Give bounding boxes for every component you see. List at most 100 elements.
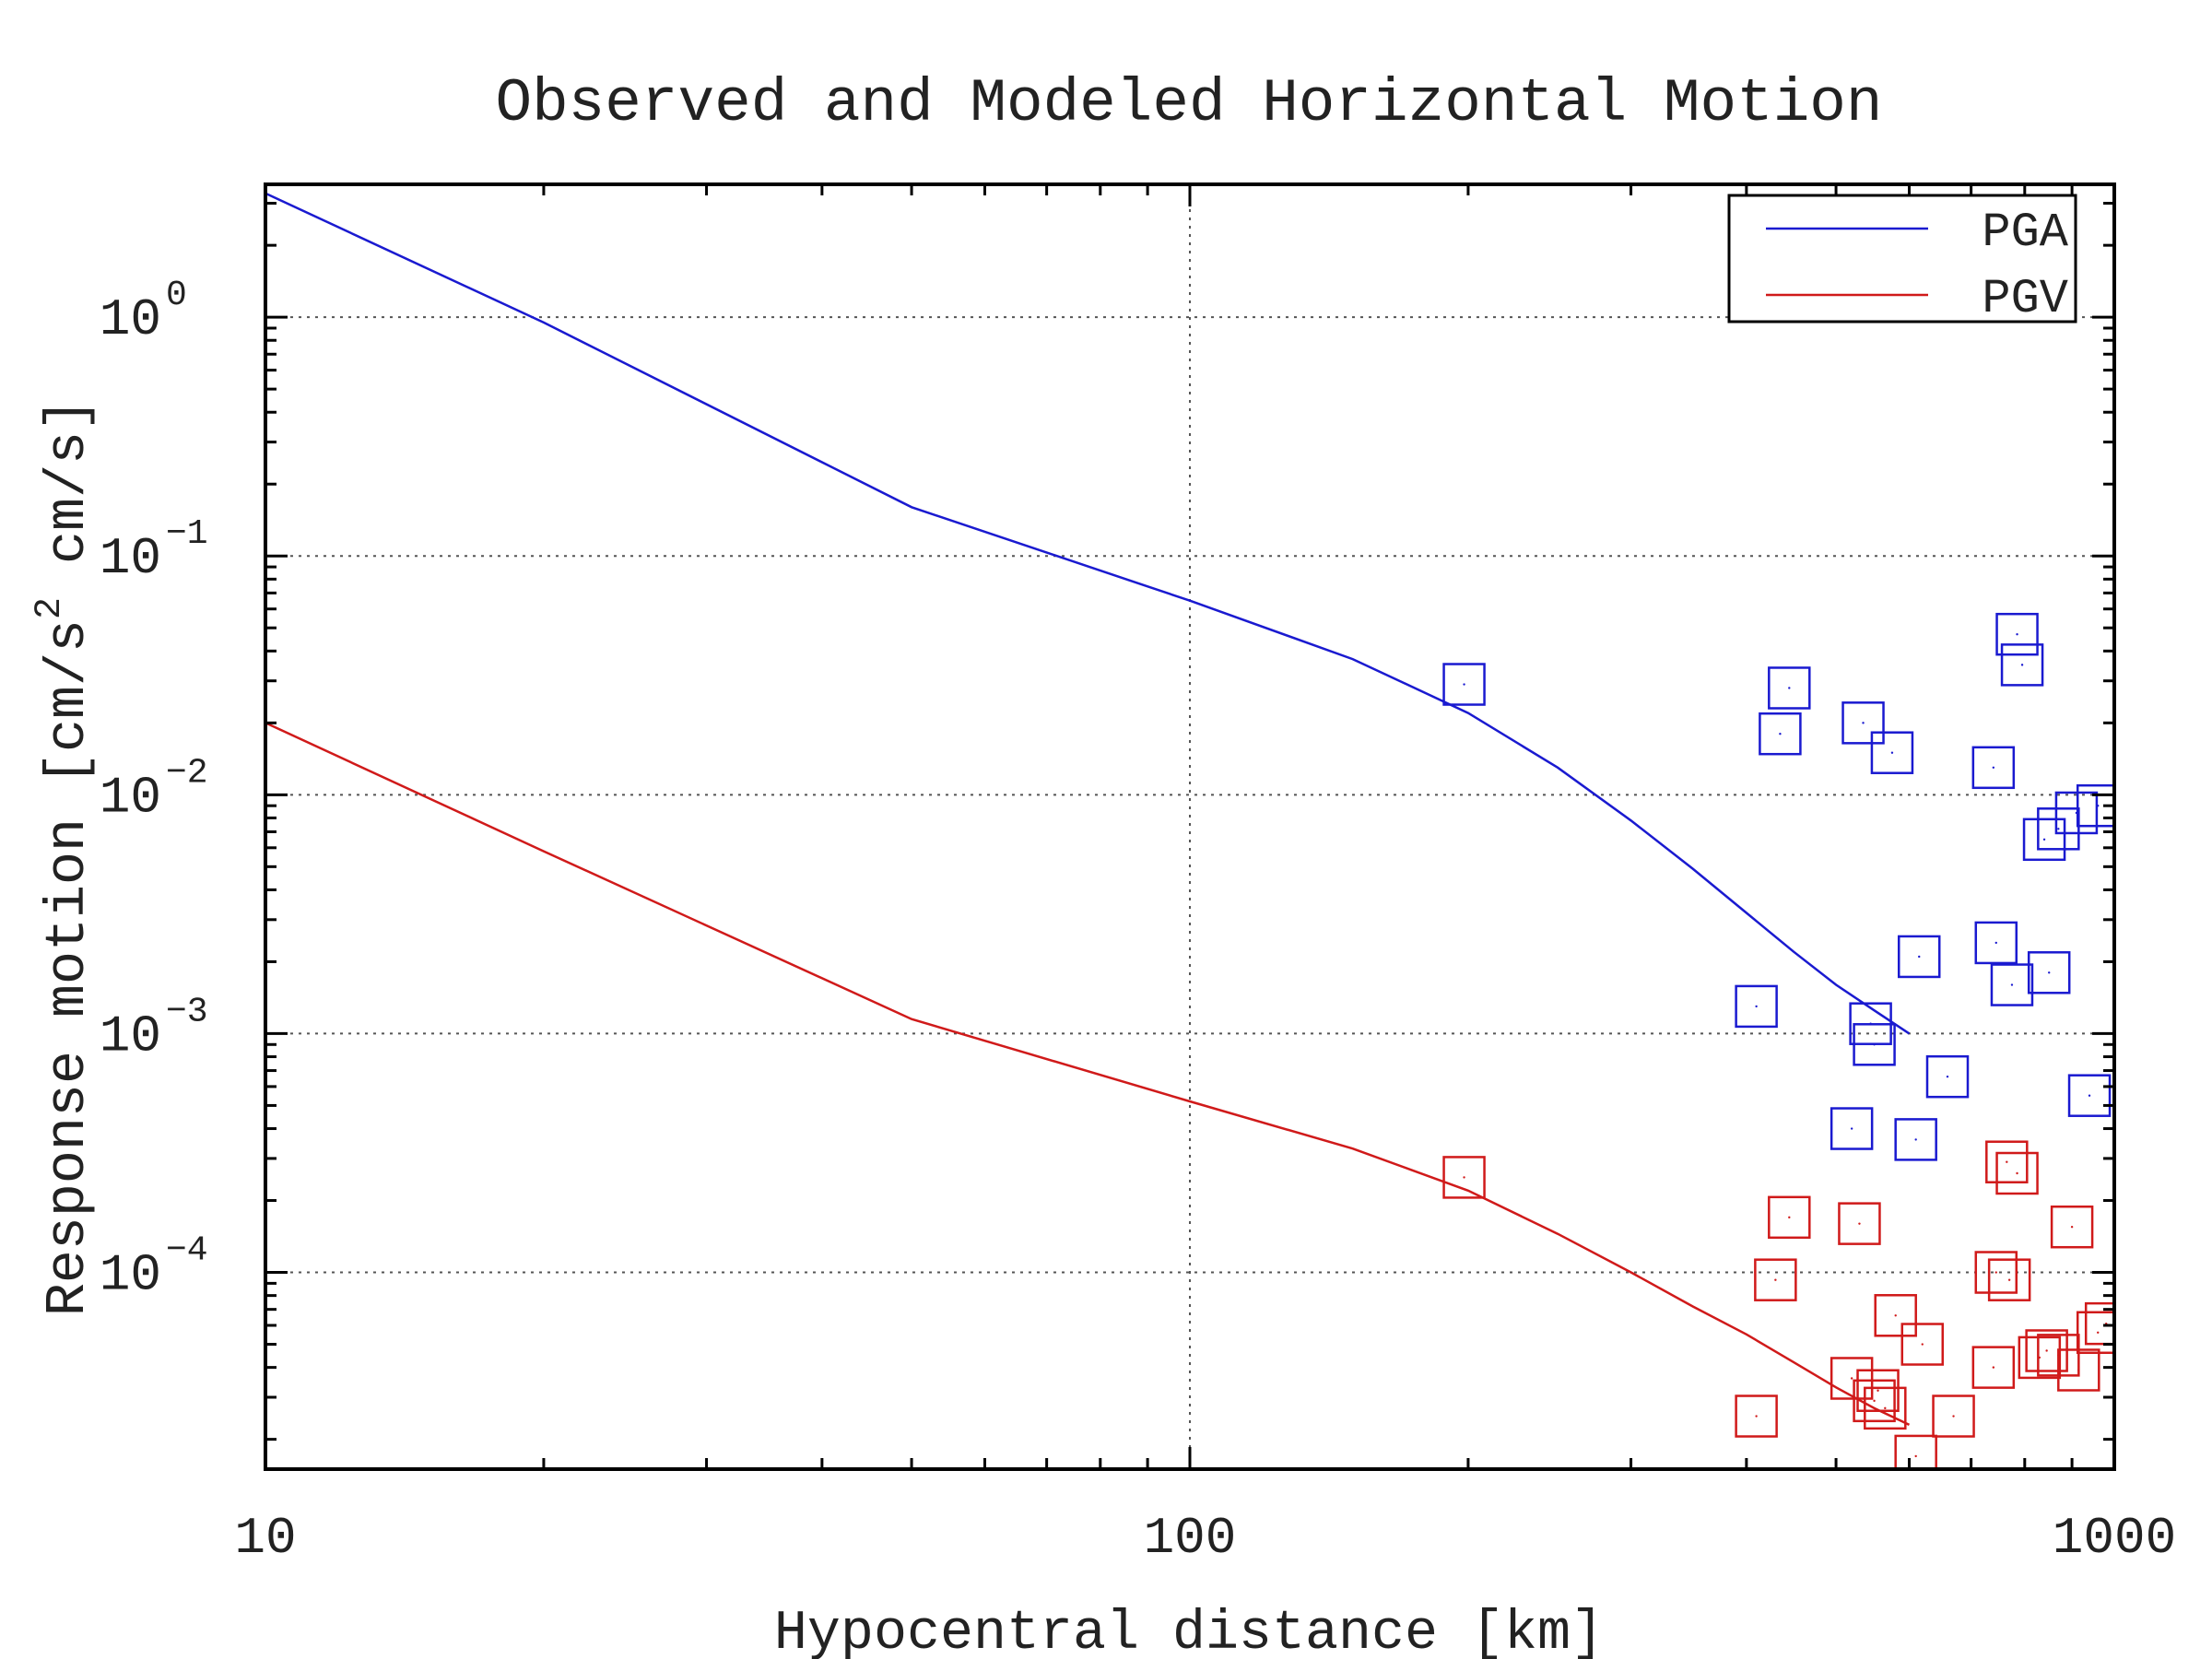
marker-pga-observed (2022, 818, 2066, 862)
marker-pgv-observed (1971, 1346, 2016, 1389)
marker-center-pga-observed (1994, 941, 1997, 945)
y-axis-label-text: Response motion [cm/s2 cm/s] (29, 398, 100, 1316)
marker-center-pgv-observed (1914, 1454, 1917, 1458)
marker-center-pga-observed (2097, 804, 2100, 807)
marker-pgv-observed (1874, 1294, 1917, 1337)
marker-pga-observed (1870, 731, 1914, 774)
marker-center-pgv-observed (1992, 1366, 1995, 1369)
x-axis-label: Hypocentral distance [km] (774, 1603, 1604, 1659)
marker-pga-observed (1830, 1107, 1874, 1150)
marker-pgv-observed (1853, 1379, 1896, 1423)
marker-center-pga-observed (1850, 1127, 1853, 1130)
y-tick-base: 10 (100, 768, 161, 827)
marker-pgv-observed (1932, 1394, 1975, 1438)
chart-title: Observed and Modeled Horizontal Motion (495, 69, 1882, 138)
marker-center-pgv-observed (1774, 1278, 1777, 1281)
marker-pgv-observed (1974, 1251, 2018, 1294)
marker-center-pga-observed (1862, 722, 1865, 724)
marker-center-pgv-observed (1788, 1216, 1791, 1219)
marker-pga-observed (1768, 666, 1811, 710)
marker-center-pgv-observed (2097, 1331, 2100, 1334)
marker-pgv-observed (1754, 1258, 1797, 1301)
marker-center-pgv-observed (1873, 1399, 1876, 1403)
marker-pgv-observed (2076, 1311, 2114, 1355)
marker-pga-observed (2027, 951, 2071, 994)
marker-center-pga-observed (1914, 1138, 1917, 1141)
marker-center-pgv-observed (2077, 1369, 2080, 1371)
y-tick-base: 10 (100, 529, 161, 588)
y-tick-exponent: 0 (166, 276, 187, 315)
y-tick-exponent: −2 (166, 753, 208, 793)
marker-pga-observed (2037, 807, 2080, 851)
marker-pga-observed (1759, 712, 1802, 756)
y-tick-base: 10 (100, 1246, 161, 1305)
marker-center-pgv-observed (2016, 1171, 2018, 1175)
marker-pga-observed (2067, 1074, 2112, 1117)
marker-pgv-observed (1838, 1202, 1881, 1245)
plot-series (265, 192, 2114, 1469)
marker-center-pga-observed (1755, 1005, 1758, 1008)
marker-pgv-observed (2018, 1335, 2062, 1380)
marker-center-pgv-observed (1463, 1176, 1465, 1179)
marker-pgv-observed (1985, 1140, 2029, 1183)
marker-center-pga-observed (1779, 732, 1782, 735)
marker-pga-observed (1442, 663, 1486, 706)
marker-center-pgv-observed (2006, 1160, 2008, 1163)
marker-pga-observed (1995, 612, 2039, 656)
marker-center-pga-observed (1873, 1043, 1876, 1046)
y-tick-base: 10 (100, 1006, 161, 1065)
y-tick-label: 10 −1 (100, 514, 208, 588)
marker-pgv-observed (1995, 1151, 2039, 1195)
marker-center-pgv-observed (1850, 1377, 1853, 1380)
legend: PGA PGV (1727, 194, 2077, 326)
marker-center-pgv-observed (1921, 1343, 1924, 1346)
legend-box (1727, 194, 2077, 324)
marker-center-pgv-observed (1952, 1415, 1955, 1418)
marker-pga-observed (1990, 963, 2034, 1006)
marker-pga-observed (1853, 1023, 1896, 1066)
marker-center-pgv-observed (2007, 1278, 2011, 1281)
marker-center-pgv-observed (1894, 1314, 1897, 1317)
y-tick-exponent: −1 (166, 514, 208, 554)
marker-pga-observed (1971, 746, 2016, 790)
series-line-pgv (265, 722, 1911, 1427)
marker-pga-observed (1925, 1054, 1970, 1099)
marker-pga-observed (2000, 643, 2044, 687)
marker-center-pga-observed (2088, 1094, 2091, 1097)
marker-pgv-observed (1768, 1195, 1811, 1240)
grid (265, 184, 2114, 1469)
marker-pgv-observed (1900, 1323, 1945, 1366)
marker-pga-observed (1841, 701, 1885, 745)
marker-pgv-observed (1856, 1369, 1900, 1412)
x-tick-label: 10 (234, 1509, 296, 1568)
marker-pgv-observed (1735, 1394, 1778, 1438)
marker-pga-observed (1735, 984, 1778, 1029)
marker-center-pga-observed (2042, 838, 2046, 841)
y-tick-label: 10 −2 (100, 753, 208, 827)
marker-pga-observed (1894, 1118, 1937, 1161)
x-tick-label: 100 (1144, 1509, 1237, 1568)
marker-pga-observed (2076, 783, 2114, 828)
x-tick-label: 1000 (2053, 1509, 2176, 1568)
series-line-pga (265, 192, 1911, 1035)
marker-center-pga-observed (2048, 971, 2051, 974)
marker-center-pgv-observed (1755, 1415, 1758, 1418)
marker-pga-observed (2054, 791, 2099, 835)
marker-center-pgv-observed (1858, 1222, 1861, 1225)
y-tick-label: 10 −4 (100, 1231, 208, 1305)
y-tick-label: 10 0 (100, 276, 187, 349)
marker-pga-observed (1974, 921, 2018, 965)
marker-center-pgv-observed (2070, 1226, 2074, 1229)
marker-center-pga-observed (2010, 983, 2014, 986)
marker-center-pga-observed (1918, 955, 1921, 959)
marker-center-pga-observed (1890, 751, 1894, 754)
marker-pgv-observed (1442, 1156, 1486, 1199)
legend-label: PGV (1982, 272, 2068, 326)
marker-pgv-observed (2050, 1205, 2094, 1249)
y-tick-label: 10 −3 (100, 992, 208, 1065)
marker-center-pga-observed (1463, 683, 1465, 686)
marker-center-pgv-observed (2045, 1349, 2048, 1352)
legend-label: PGA (1982, 206, 2068, 260)
